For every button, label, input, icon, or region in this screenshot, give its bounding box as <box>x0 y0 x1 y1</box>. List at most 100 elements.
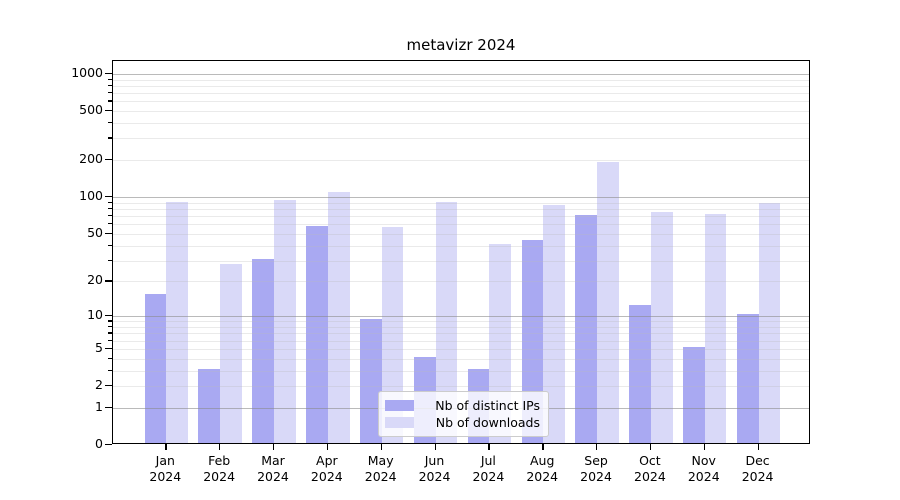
gridline-minor <box>113 138 809 140</box>
legend-swatch-downloads-icon <box>385 417 414 428</box>
legend-label-downloads: Nb of downloads <box>435 415 540 430</box>
y-tick-mark-minor <box>108 223 112 225</box>
y-tick-mark-minor <box>108 326 112 328</box>
y-tick-label: 200 <box>79 151 103 167</box>
x-tick-mark <box>488 444 490 450</box>
bar-downloads <box>650 211 673 443</box>
y-tick-mark <box>105 444 112 446</box>
x-tick-mark <box>219 444 221 450</box>
gridline-major <box>113 197 809 199</box>
bar-downloads <box>220 264 242 443</box>
bar-distinct-ips <box>144 294 167 443</box>
gridline-minor <box>113 358 809 360</box>
y-tick-mark-minor <box>108 347 112 349</box>
x-tick-label: Jul 2024 <box>472 453 505 484</box>
grid-layer <box>113 61 809 443</box>
gridline-minor <box>113 202 809 204</box>
y-tick-mark <box>105 72 112 75</box>
gridline-minor <box>113 101 809 103</box>
bar-downloads <box>758 203 781 443</box>
y-tick-mark-minor <box>108 232 112 235</box>
y-tick-mark-minor <box>108 92 112 94</box>
bar-downloads <box>273 200 296 443</box>
chart-title: metavizr 2024 <box>406 36 516 54</box>
legend-label-distinct-ips: Nb of distinct IPs <box>435 398 540 413</box>
gridline-minor <box>113 245 809 247</box>
x-tick-mark <box>542 444 544 450</box>
gridline-minor <box>113 260 809 262</box>
bar-downloads <box>597 162 619 443</box>
y-tick-mark-minor <box>108 244 112 246</box>
y-tick-label: 10 <box>87 307 103 323</box>
x-tick-mark <box>326 444 329 450</box>
x-tick-label: Jun 2024 <box>418 453 451 484</box>
bar-distinct-ips <box>683 346 705 443</box>
bar-distinct-ips <box>306 225 328 443</box>
bar-downloads <box>327 192 350 443</box>
x-tick-label: Sep 2024 <box>580 453 612 484</box>
bar-downloads <box>543 205 565 443</box>
y-tick-mark <box>105 315 112 317</box>
x-tick-mark <box>757 444 759 450</box>
x-tick-mark <box>272 444 275 450</box>
x-tick-mark <box>596 444 598 450</box>
gridline-minor <box>113 233 809 235</box>
bar-downloads <box>704 214 727 443</box>
gridline-minor <box>113 348 809 350</box>
y-tick-mark-minor <box>108 137 112 139</box>
bar-downloads <box>435 201 458 443</box>
gridline-minor <box>113 160 809 162</box>
y-tick-mark <box>105 196 112 198</box>
x-tick-label: Aug 2024 <box>526 453 559 484</box>
y-tick-mark-minor <box>108 320 112 322</box>
y-tick-label: 1 <box>95 398 103 414</box>
gridline-minor <box>113 79 809 81</box>
gridline-major <box>113 73 809 75</box>
y-tick-label: 2 <box>95 376 103 392</box>
legend: Nb of distinct IPs Nb of downloads <box>378 391 549 437</box>
y-tick-mark-minor <box>108 385 112 387</box>
x-tick-mark <box>703 444 706 450</box>
legend-swatch-distinct-ips-icon <box>385 400 414 411</box>
y-tick-mark-minor <box>108 280 112 282</box>
y-tick-mark-minor <box>108 369 112 371</box>
x-tick-label: Nov 2024 <box>687 453 720 484</box>
x-tick-label: Jan 2024 <box>149 453 182 484</box>
bar-distinct-ips <box>252 258 274 443</box>
y-tick-label: 1000 <box>71 64 103 80</box>
x-tick-label: Oct 2024 <box>634 453 666 484</box>
x-tick-mark <box>434 444 436 450</box>
plot-area <box>112 60 810 444</box>
gridline-minor <box>113 216 809 217</box>
bar-downloads <box>381 226 404 443</box>
gridline-minor <box>113 340 809 342</box>
x-tick-mark <box>380 444 382 450</box>
y-tick-label: 0 <box>95 436 103 451</box>
bar-distinct-ips <box>575 214 598 443</box>
y-tick-label: 50 <box>87 224 103 240</box>
gridline-minor <box>113 321 809 323</box>
x-tick-label: Apr 2024 <box>310 453 343 484</box>
x-tick-label: May 2024 <box>364 453 397 484</box>
gridline-minor <box>113 93 809 94</box>
y-tick-mark-minor <box>108 84 112 87</box>
y-tick-mark-minor <box>108 159 112 161</box>
x-tick-label: Mar 2024 <box>257 453 289 484</box>
y-tick-label: 20 <box>87 272 103 288</box>
legend-item-distinct-ips: Nb of distinct IPs <box>385 397 540 414</box>
gridline-minor <box>113 85 809 87</box>
gridline-minor <box>113 386 809 387</box>
gridline-minor <box>113 327 809 328</box>
y-tick-mark-minor <box>108 259 112 261</box>
gridline-minor <box>113 208 809 210</box>
y-tick-mark-minor <box>108 100 112 102</box>
gridline-minor <box>113 111 809 112</box>
gridline-minor <box>113 370 809 372</box>
bar-downloads <box>166 201 188 443</box>
y-tick-label: 5 <box>95 339 103 355</box>
y-tick-mark-minor <box>108 207 112 210</box>
gridline-minor <box>113 224 809 226</box>
bar-distinct-ips <box>736 314 759 443</box>
gridline-major <box>113 316 809 318</box>
